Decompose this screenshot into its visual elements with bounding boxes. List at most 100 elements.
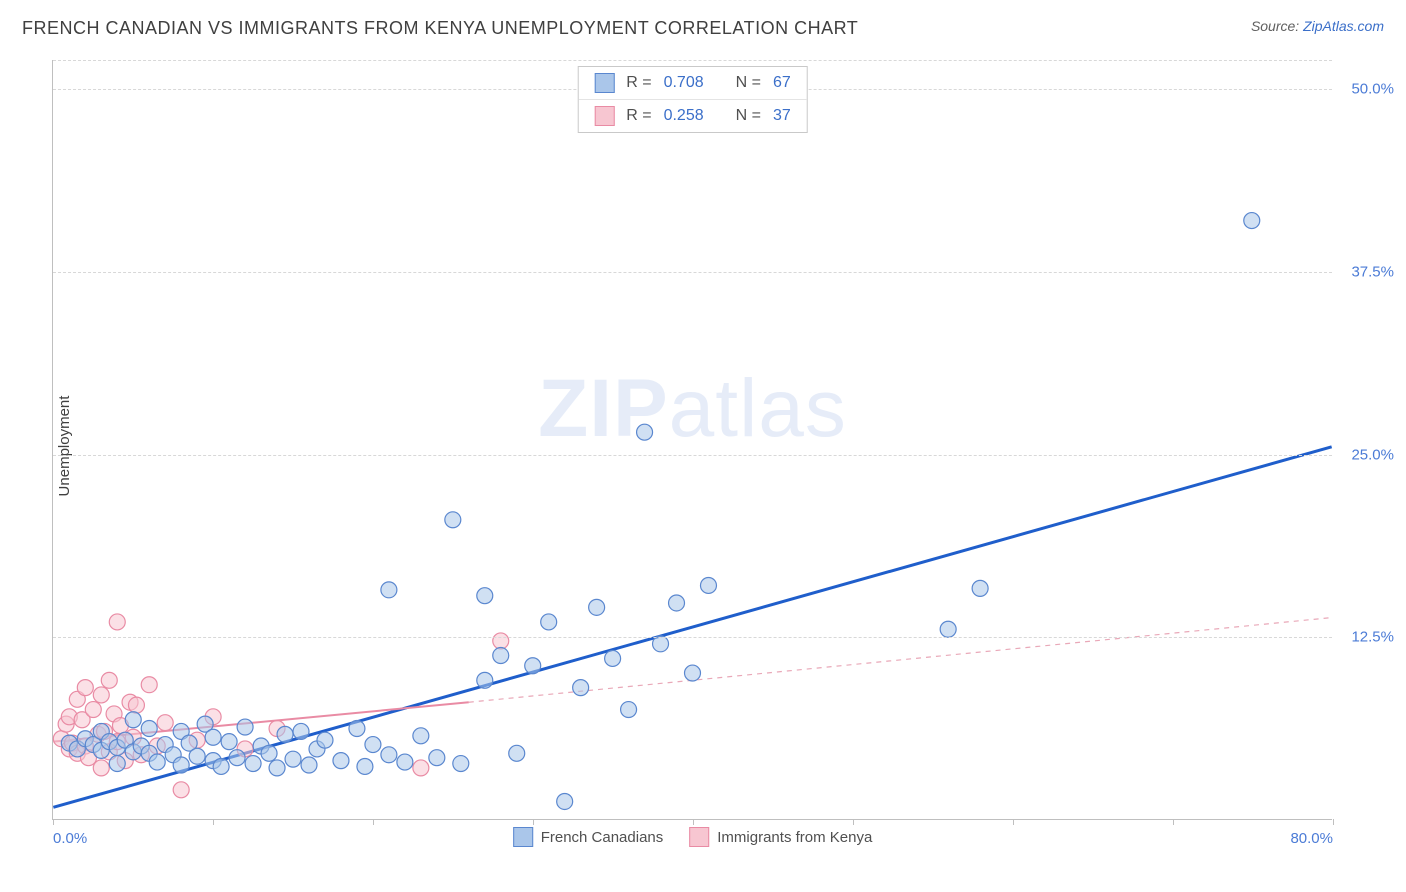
xtick bbox=[53, 819, 54, 825]
point-blue bbox=[333, 753, 349, 769]
point-blue bbox=[429, 750, 445, 766]
r-label: R = bbox=[626, 107, 651, 125]
r-label: R = bbox=[626, 74, 651, 92]
point-blue bbox=[940, 621, 956, 637]
point-blue bbox=[621, 702, 637, 718]
plot-region: ZIPatlas R = 0.708 N = 67 R = 0.258 N = … bbox=[52, 60, 1332, 820]
point-pink bbox=[101, 672, 117, 688]
xtick bbox=[693, 819, 694, 825]
r-value-blue: 0.708 bbox=[664, 74, 704, 92]
legend-label-blue: French Canadians bbox=[541, 829, 664, 846]
gridline bbox=[53, 272, 1332, 273]
stats-row-blue: R = 0.708 N = 67 bbox=[578, 67, 807, 100]
trendline-pink-dash bbox=[469, 618, 1332, 703]
point-blue bbox=[205, 729, 221, 745]
point-blue bbox=[349, 721, 365, 737]
swatch-blue bbox=[594, 73, 614, 93]
point-blue bbox=[173, 757, 189, 773]
point-blue bbox=[397, 754, 413, 770]
stats-row-pink: R = 0.258 N = 37 bbox=[578, 100, 807, 132]
source-prefix: Source: bbox=[1251, 18, 1303, 34]
point-blue bbox=[477, 672, 493, 688]
point-blue bbox=[589, 599, 605, 615]
point-pink bbox=[109, 614, 125, 630]
point-blue bbox=[573, 680, 589, 696]
point-blue bbox=[413, 728, 429, 744]
legend-label-pink: Immigrants from Kenya bbox=[717, 829, 872, 846]
xtick bbox=[1333, 819, 1334, 825]
ytick-label: 25.0% bbox=[1351, 446, 1394, 463]
point-blue bbox=[557, 793, 573, 809]
n-value-pink: 37 bbox=[773, 107, 791, 125]
point-pink bbox=[77, 680, 93, 696]
point-blue bbox=[317, 732, 333, 748]
ytick-label: 37.5% bbox=[1351, 263, 1394, 280]
xtick-label-right: 80.0% bbox=[1290, 830, 1333, 847]
point-blue bbox=[357, 758, 373, 774]
bottom-legend: French Canadians Immigrants from Kenya bbox=[513, 827, 873, 847]
point-blue bbox=[669, 595, 685, 611]
swatch-blue-icon bbox=[513, 827, 533, 847]
chart-title: FRENCH CANADIAN VS IMMIGRANTS FROM KENYA… bbox=[22, 18, 858, 39]
point-blue bbox=[189, 748, 205, 764]
point-blue bbox=[237, 719, 253, 735]
swatch-pink-icon bbox=[689, 827, 709, 847]
point-blue bbox=[149, 754, 165, 770]
point-blue bbox=[445, 512, 461, 528]
xtick bbox=[373, 819, 374, 825]
xtick bbox=[533, 819, 534, 825]
point-blue bbox=[269, 760, 285, 776]
point-blue bbox=[381, 747, 397, 763]
point-blue bbox=[229, 750, 245, 766]
point-pink bbox=[93, 760, 109, 776]
point-pink bbox=[128, 697, 144, 713]
point-blue bbox=[141, 721, 157, 737]
point-blue bbox=[221, 734, 237, 750]
point-blue bbox=[285, 751, 301, 767]
gridline bbox=[53, 60, 1332, 61]
point-blue bbox=[1244, 213, 1260, 229]
point-blue bbox=[605, 650, 621, 666]
n-label: N = bbox=[736, 74, 761, 92]
stats-legend: R = 0.708 N = 67 R = 0.258 N = 37 bbox=[577, 66, 808, 133]
gridline bbox=[53, 637, 1332, 638]
point-pink bbox=[413, 760, 429, 776]
chart-area: ZIPatlas R = 0.708 N = 67 R = 0.258 N = … bbox=[52, 60, 1382, 840]
point-blue bbox=[109, 756, 125, 772]
point-pink bbox=[157, 715, 173, 731]
xtick bbox=[853, 819, 854, 825]
point-blue bbox=[477, 588, 493, 604]
point-pink bbox=[85, 702, 101, 718]
gridline bbox=[53, 455, 1332, 456]
plot-svg bbox=[53, 60, 1332, 819]
point-blue bbox=[381, 582, 397, 598]
point-blue bbox=[261, 745, 277, 761]
point-blue bbox=[125, 712, 141, 728]
ytick-label: 12.5% bbox=[1351, 629, 1394, 646]
point-blue bbox=[700, 577, 716, 593]
point-blue bbox=[277, 726, 293, 742]
r-value-pink: 0.258 bbox=[664, 107, 704, 125]
xtick-label-left: 0.0% bbox=[53, 830, 87, 847]
point-blue bbox=[453, 756, 469, 772]
legend-item-pink: Immigrants from Kenya bbox=[689, 827, 872, 847]
source-link[interactable]: ZipAtlas.com bbox=[1303, 18, 1384, 34]
point-pink bbox=[493, 633, 509, 649]
point-blue bbox=[541, 614, 557, 630]
xtick bbox=[1013, 819, 1014, 825]
point-blue bbox=[685, 665, 701, 681]
point-blue bbox=[213, 758, 229, 774]
source-attribution: Source: ZipAtlas.com bbox=[1251, 18, 1384, 34]
point-pink bbox=[93, 687, 109, 703]
point-blue bbox=[245, 756, 261, 772]
n-label: N = bbox=[736, 107, 761, 125]
legend-item-blue: French Canadians bbox=[513, 827, 664, 847]
point-blue bbox=[972, 580, 988, 596]
point-pink bbox=[141, 677, 157, 693]
point-blue bbox=[509, 745, 525, 761]
point-pink bbox=[173, 782, 189, 798]
point-blue bbox=[525, 658, 541, 674]
point-blue bbox=[637, 424, 653, 440]
point-blue bbox=[493, 648, 509, 664]
xtick bbox=[213, 819, 214, 825]
